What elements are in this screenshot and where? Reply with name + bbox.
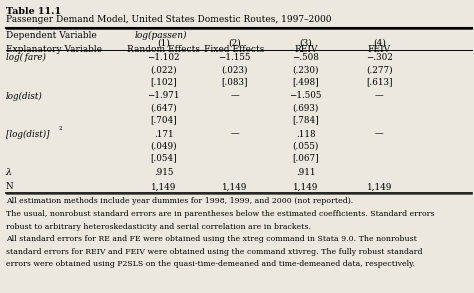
Text: 2: 2	[59, 126, 62, 131]
Text: (4): (4)	[373, 39, 386, 48]
Text: [.784]: [.784]	[292, 115, 319, 124]
Text: λ: λ	[6, 168, 12, 177]
Text: Random Effects: Random Effects	[127, 45, 200, 54]
Text: 1,149: 1,149	[151, 182, 176, 191]
Text: (.693): (.693)	[292, 103, 319, 112]
Text: −1.155: −1.155	[219, 53, 251, 62]
Text: Table 11.1: Table 11.1	[6, 7, 61, 16]
Text: .171: .171	[154, 130, 173, 139]
Text: log(dist): log(dist)	[6, 91, 43, 100]
Text: robust to arbitrary heteroskedasticity and serial correlation are in brackets.: robust to arbitrary heteroskedasticity a…	[6, 223, 310, 231]
Text: −1.971: −1.971	[147, 91, 180, 100]
Text: [.102]: [.102]	[150, 77, 177, 86]
Text: (.023): (.023)	[221, 65, 248, 74]
Text: [.498]: [.498]	[292, 77, 319, 86]
Text: N: N	[6, 182, 13, 191]
Text: 1,149: 1,149	[366, 182, 392, 191]
Text: [.704]: [.704]	[150, 115, 177, 124]
Text: −1.102: −1.102	[147, 53, 180, 62]
Text: —: —	[230, 91, 239, 100]
Text: —: —	[375, 91, 383, 100]
Text: log( fare): log( fare)	[6, 53, 46, 62]
Text: [.067]: [.067]	[292, 153, 319, 162]
Text: standard errors for REIV and FEIV were obtained using the command xtivreg. The f: standard errors for REIV and FEIV were o…	[6, 248, 422, 256]
Text: Explanatory Variable: Explanatory Variable	[6, 45, 102, 54]
Text: [.613]: [.613]	[366, 77, 392, 86]
Text: [.083]: [.083]	[221, 77, 248, 86]
Text: 1,149: 1,149	[293, 182, 319, 191]
Text: (3): (3)	[300, 39, 312, 48]
Text: (.277): (.277)	[366, 65, 392, 74]
Text: All standard errors for RE and FE were obtained using the xtreg command in Stata: All standard errors for RE and FE were o…	[6, 235, 417, 243]
Text: [log(dist)]: [log(dist)]	[6, 130, 49, 139]
Text: REIV: REIV	[294, 45, 318, 54]
Text: —: —	[230, 130, 239, 139]
Text: .118: .118	[296, 130, 316, 139]
Text: errors were obtained using P2SLS on the quasi-time-demeaned and time-demeaned da: errors were obtained using P2SLS on the …	[6, 260, 415, 268]
Text: −.302: −.302	[366, 53, 392, 62]
Text: −1.505: −1.505	[290, 91, 322, 100]
Text: FEIV: FEIV	[368, 45, 391, 54]
Text: The usual, nonrobust standard errors are in parentheses below the estimated coef: The usual, nonrobust standard errors are…	[6, 210, 434, 218]
Text: (.055): (.055)	[292, 141, 319, 150]
Text: Dependent Variable: Dependent Variable	[6, 31, 96, 40]
Text: Passenger Demand Model, United States Domestic Routes, 1997–2000: Passenger Demand Model, United States Do…	[6, 15, 331, 24]
Text: Fixed Effects: Fixed Effects	[204, 45, 265, 54]
Text: (2): (2)	[228, 39, 241, 48]
Text: (1): (1)	[157, 39, 170, 48]
Text: All estimation methods include year dummies for 1998, 1999, and 2000 (not report: All estimation methods include year dumm…	[6, 197, 353, 205]
Text: (.647): (.647)	[150, 103, 177, 112]
Text: (.049): (.049)	[150, 141, 177, 150]
Text: [.054]: [.054]	[150, 153, 177, 162]
Text: .911: .911	[296, 168, 316, 177]
Text: .915: .915	[154, 168, 173, 177]
Text: −.508: −.508	[292, 53, 319, 62]
Text: log(passen): log(passen)	[135, 31, 188, 40]
Text: (.022): (.022)	[150, 65, 177, 74]
Text: 1,149: 1,149	[222, 182, 247, 191]
Text: —: —	[375, 130, 383, 139]
Text: (.230): (.230)	[292, 65, 319, 74]
